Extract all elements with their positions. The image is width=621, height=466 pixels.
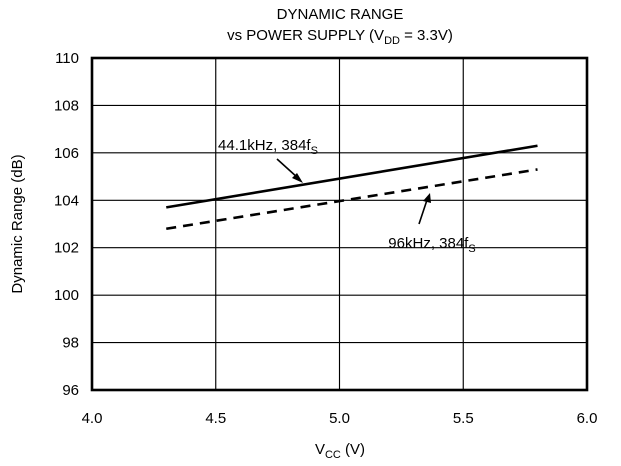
annotation-arrow-44-1khz bbox=[276, 158, 303, 183]
series-line-44-1khz-384fs bbox=[166, 144, 538, 209]
series-line-96khz-384fs bbox=[166, 168, 538, 231]
x-tick-label-5: 5.0 bbox=[329, 410, 350, 427]
chart-title-line1: DYNAMIC RANGE bbox=[277, 6, 404, 23]
y-tick-label-110: 110 bbox=[55, 50, 79, 67]
plot-frame bbox=[90, 56, 589, 392]
y-tick-label-98: 98 bbox=[62, 335, 79, 352]
y-tick-label-104: 104 bbox=[54, 192, 79, 209]
x-tick-label-6: 6.0 bbox=[577, 410, 598, 427]
x-axis-label: VCC (V) bbox=[315, 441, 365, 461]
y-tick-label-102: 102 bbox=[54, 240, 79, 257]
series-layer bbox=[166, 144, 538, 231]
series-label-44-1khz: 44.1kHz, 384fS bbox=[218, 137, 318, 157]
series-label-96khz: 96kHz, 384fS bbox=[388, 235, 475, 255]
y-axis-label: Dynamic Range (dB) bbox=[9, 154, 26, 293]
chart-title-line2: vs POWER SUPPLY (VDD = 3.3V) bbox=[227, 27, 453, 47]
y-tick-label-96: 96 bbox=[62, 382, 79, 399]
tick-labels: 4.0 4.5 5.0 5.5 6.0 96 98 100 102 104 106 108 110 bbox=[54, 50, 597, 427]
x-tick-label-5-5: 5.5 bbox=[453, 410, 474, 427]
y-tick-label-100: 100 bbox=[54, 287, 79, 304]
grid-lines bbox=[92, 58, 587, 390]
x-tick-label-4-5: 4.5 bbox=[205, 410, 226, 427]
y-tick-label-108: 108 bbox=[54, 97, 79, 114]
y-tick-label-106: 106 bbox=[54, 145, 79, 162]
annotation-arrow-96khz bbox=[418, 193, 431, 225]
x-tick-label-4: 4.0 bbox=[82, 410, 103, 427]
